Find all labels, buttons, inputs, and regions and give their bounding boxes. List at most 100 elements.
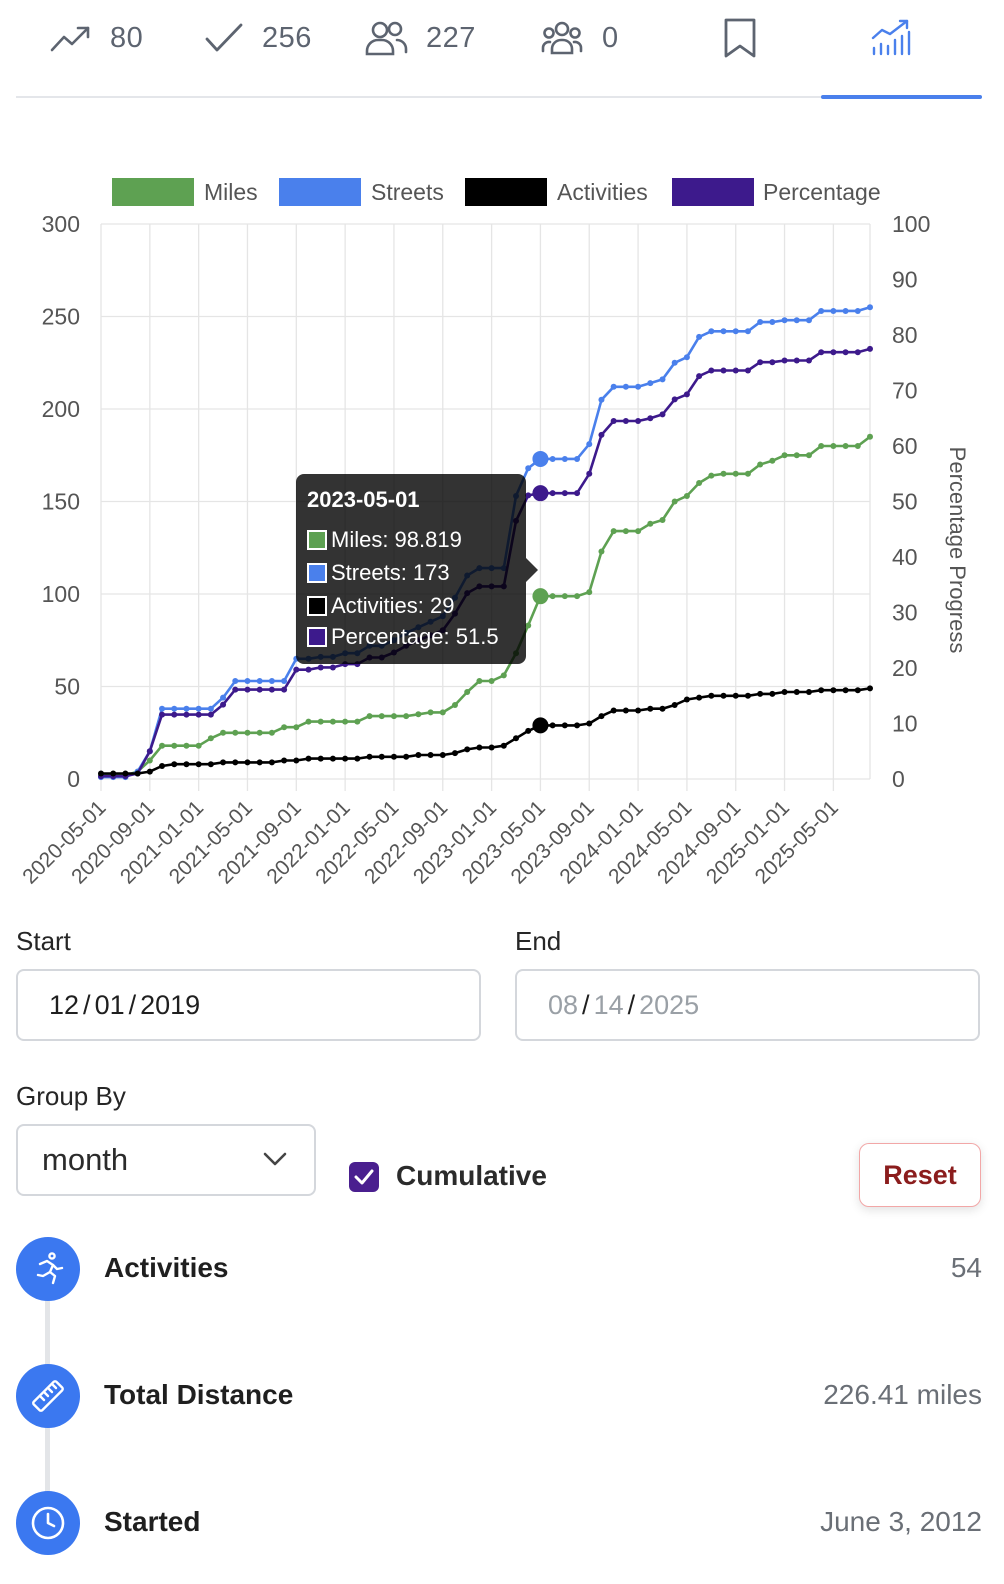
data-point[interactable] — [769, 690, 776, 697]
data-point[interactable] — [586, 720, 593, 727]
data-point[interactable] — [476, 744, 483, 751]
data-point[interactable] — [635, 707, 642, 714]
data-point[interactable] — [696, 373, 703, 380]
data-point[interactable] — [220, 701, 227, 708]
data-point[interactable] — [317, 664, 324, 671]
data-point[interactable] — [867, 433, 873, 440]
data-point[interactable] — [183, 761, 190, 768]
data-point[interactable] — [732, 692, 739, 699]
data-point[interactable] — [232, 729, 239, 736]
data-point[interactable] — [793, 689, 800, 696]
data-point[interactable] — [525, 492, 532, 499]
data-point[interactable] — [867, 345, 873, 352]
data-point[interactable] — [171, 705, 178, 712]
data-point[interactable] — [793, 317, 800, 324]
data-point[interactable] — [159, 763, 166, 770]
data-point[interactable] — [525, 622, 532, 629]
data-point[interactable] — [696, 694, 703, 701]
data-point[interactable] — [647, 520, 654, 527]
data-point[interactable] — [659, 517, 666, 523]
data-point[interactable] — [635, 528, 642, 535]
tab-completed[interactable]: 256 — [204, 0, 312, 76]
data-point[interactable] — [207, 705, 214, 712]
data-point[interactable] — [720, 367, 727, 374]
data-point[interactable] — [110, 770, 117, 777]
data-point[interactable] — [574, 490, 581, 497]
data-point[interactable] — [183, 742, 190, 749]
data-point[interactable] — [781, 357, 788, 364]
data-point[interactable] — [232, 677, 239, 684]
data-point[interactable] — [805, 689, 812, 696]
data-point[interactable] — [683, 354, 690, 361]
data-point[interactable] — [720, 692, 727, 699]
data-point[interactable] — [207, 735, 214, 742]
data-point[interactable] — [842, 443, 849, 449]
data-point[interactable] — [159, 711, 166, 718]
data-point[interactable] — [268, 759, 275, 766]
data-point[interactable] — [171, 761, 178, 768]
tab-groups[interactable]: 0 — [540, 0, 619, 76]
data-point[interactable] — [757, 461, 764, 468]
data-point[interactable] — [305, 666, 312, 673]
data-point[interactable] — [317, 755, 324, 762]
data-point[interactable] — [525, 727, 532, 734]
data-point[interactable] — [329, 664, 336, 671]
data-point[interactable] — [744, 692, 751, 699]
data-point[interactable] — [793, 357, 800, 364]
data-point[interactable] — [159, 705, 166, 712]
data-point[interactable] — [696, 333, 703, 340]
data-point[interactable] — [598, 548, 605, 555]
data-point[interactable] — [610, 707, 617, 714]
data-point[interactable] — [830, 687, 837, 694]
data-point[interactable] — [622, 707, 629, 714]
data-point[interactable] — [574, 455, 581, 462]
data-point[interactable] — [403, 753, 410, 760]
data-point[interactable] — [586, 441, 593, 448]
data-point[interactable] — [549, 593, 556, 600]
data-point[interactable] — [500, 742, 507, 749]
data-point[interactable] — [757, 319, 764, 326]
data-point[interactable] — [439, 709, 446, 716]
data-point[interactable] — [830, 307, 837, 314]
data-point[interactable] — [232, 686, 239, 693]
data-point[interactable] — [805, 357, 812, 364]
data-point[interactable] — [744, 470, 751, 477]
data-point[interactable] — [769, 457, 776, 464]
data-point[interactable] — [427, 751, 434, 758]
data-point[interactable] — [476, 677, 483, 684]
data-point[interactable] — [732, 470, 739, 477]
data-point[interactable] — [183, 711, 190, 718]
data-point[interactable] — [683, 696, 690, 703]
data-point[interactable] — [696, 480, 703, 486]
data-point[interactable] — [415, 711, 422, 718]
data-point[interactable] — [830, 349, 837, 356]
data-point[interactable] — [647, 415, 654, 422]
tab-trending[interactable]: 80 — [50, 0, 143, 76]
data-point[interactable] — [268, 729, 275, 736]
data-point[interactable] — [293, 757, 300, 764]
data-point[interactable] — [256, 677, 263, 684]
data-point[interactable] — [146, 768, 153, 775]
data-point[interactable] — [146, 757, 153, 764]
data-point[interactable] — [683, 492, 690, 499]
data-point[interactable] — [598, 713, 605, 720]
data-point[interactable] — [525, 465, 532, 472]
data-point[interactable] — [781, 452, 788, 459]
data-point[interactable] — [366, 713, 373, 720]
data-point[interactable] — [439, 751, 446, 758]
data-point[interactable] — [622, 418, 629, 425]
data-point[interactable] — [732, 367, 739, 374]
data-point[interactable] — [757, 359, 764, 366]
data-point[interactable] — [378, 753, 385, 760]
data-point[interactable] — [598, 431, 605, 438]
data-point[interactable] — [561, 490, 568, 497]
data-point[interactable] — [329, 755, 336, 762]
data-point[interactable] — [244, 686, 251, 693]
data-point[interactable] — [513, 735, 520, 742]
data-point[interactable] — [146, 748, 153, 755]
data-point[interactable] — [207, 761, 214, 768]
data-point[interactable] — [549, 455, 556, 462]
data-point[interactable] — [354, 718, 361, 725]
data-point[interactable] — [220, 729, 227, 736]
data-point[interactable] — [451, 702, 458, 708]
